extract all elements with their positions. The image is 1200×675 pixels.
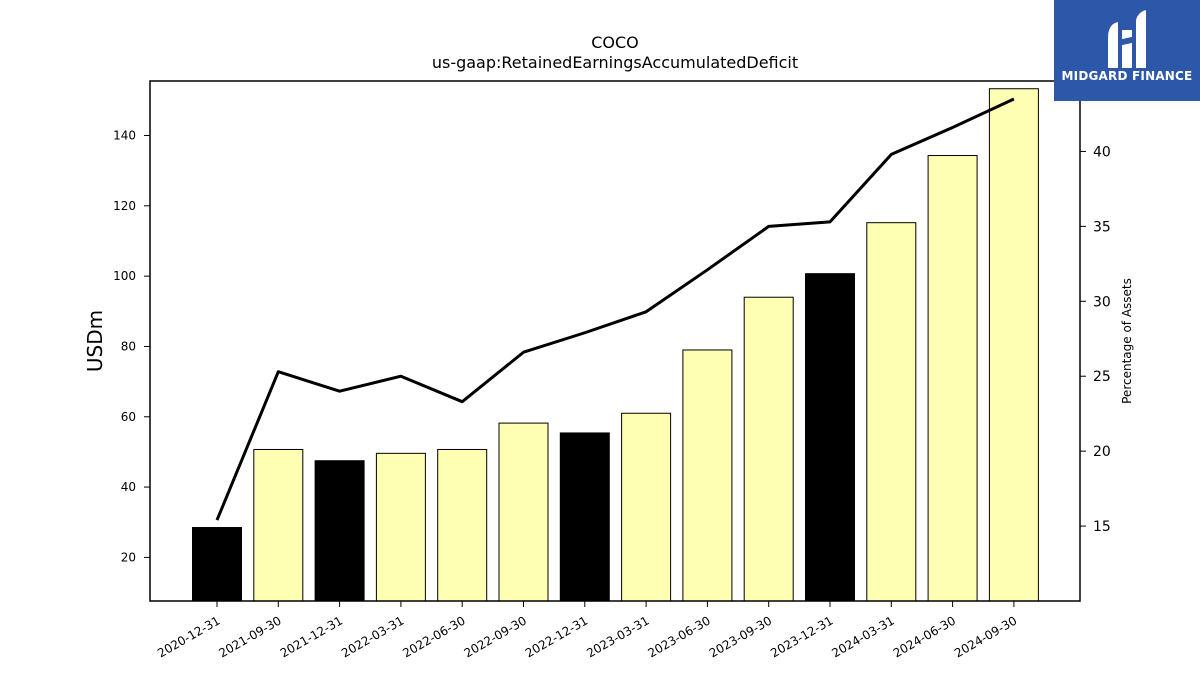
x-tick-label: 2023-03-31 xyxy=(584,613,651,660)
y-tick-label: 120 xyxy=(113,199,136,213)
x-tick-label: 2022-03-31 xyxy=(339,613,406,660)
x-tick-label: 2023-12-31 xyxy=(768,613,835,660)
bar xyxy=(192,527,242,602)
x-tick-label: 2022-12-31 xyxy=(523,613,590,660)
y2-tick-label: 20 xyxy=(1093,444,1111,460)
x-tick-label: 2022-09-30 xyxy=(462,613,529,660)
line-group xyxy=(215,97,1015,521)
bar xyxy=(866,222,917,602)
y-tick-label: 100 xyxy=(113,269,136,283)
y2-axis-label: Percentage of Assets xyxy=(1120,278,1134,404)
x-tick-label: 2021-12-31 xyxy=(278,613,345,660)
y2-tick-label: 15 xyxy=(1093,519,1111,535)
bar xyxy=(498,422,549,602)
series-line xyxy=(215,97,1015,521)
y-tick-label: 20 xyxy=(121,550,136,564)
x-tick-label: 2023-09-30 xyxy=(707,613,774,660)
logo-mark-icon xyxy=(1108,10,1146,68)
x-axis: 2020-12-312021-09-302021-12-312022-03-31… xyxy=(155,601,1019,660)
x-tick-label: 2023-06-30 xyxy=(645,613,712,660)
bar xyxy=(314,460,365,602)
bar xyxy=(805,273,855,602)
bar xyxy=(927,155,978,602)
bar xyxy=(559,432,610,602)
y-tick-label: 60 xyxy=(121,410,136,424)
y2-tick-label: 30 xyxy=(1093,294,1111,310)
bars-group xyxy=(192,88,1039,602)
brand-logo: MIDGARD FINANCE xyxy=(1054,0,1200,101)
y2-tick-label: 25 xyxy=(1093,369,1111,385)
y-tick-label: 80 xyxy=(121,339,136,353)
logo-text: MIDGARD FINANCE xyxy=(1061,69,1193,83)
x-tick-label: 2020-12-31 xyxy=(155,613,222,660)
bar xyxy=(621,412,672,602)
x-tick-label: 2024-06-30 xyxy=(891,613,958,660)
y-axis-right: 15 20 25 30 35 40 xyxy=(1080,144,1111,535)
x-tick-label: 2021-09-30 xyxy=(216,613,283,660)
chart-subtitle: us-gaap:RetainedEarningsAccumulatedDefic… xyxy=(432,53,798,72)
bar xyxy=(682,349,733,602)
x-tick-label: 2024-09-30 xyxy=(952,613,1019,660)
bar xyxy=(743,296,794,602)
y-axis-left: 20 40 60 80 100 120 140 xyxy=(113,128,150,564)
bar xyxy=(988,88,1039,602)
chart-title: COCO xyxy=(591,33,639,52)
bar xyxy=(253,448,304,602)
x-tick-label: 2022-06-30 xyxy=(400,613,467,660)
x-tick-label: 2024-03-31 xyxy=(829,613,896,660)
y-axis-label: USDm xyxy=(83,310,107,372)
y2-tick-label: 35 xyxy=(1093,219,1111,235)
y-tick-label: 40 xyxy=(121,480,136,494)
y-tick-label: 140 xyxy=(113,128,136,142)
y2-tick-label: 40 xyxy=(1093,144,1111,160)
plot-frame xyxy=(149,80,1081,602)
bar xyxy=(375,452,426,602)
bar xyxy=(437,448,488,602)
